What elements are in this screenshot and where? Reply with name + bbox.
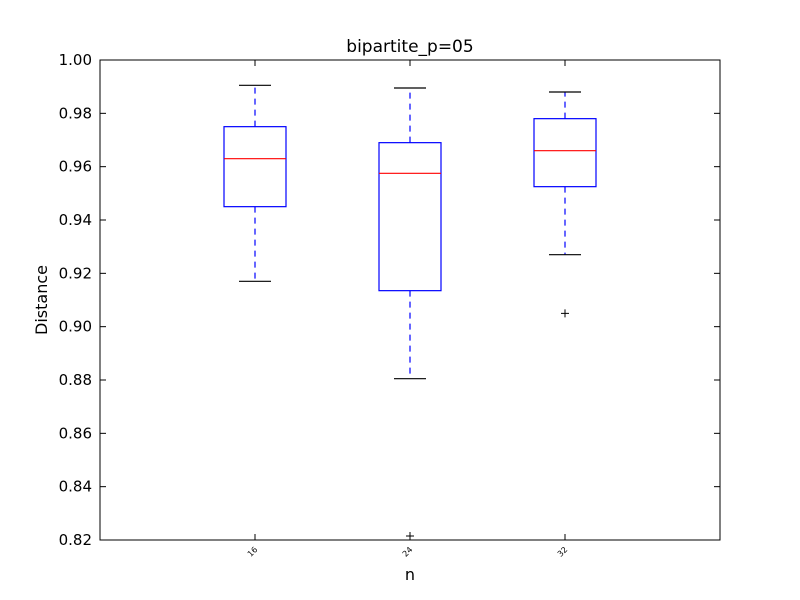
x-axis: 16 24 32	[246, 60, 570, 559]
y-tick-label: 0.84	[59, 478, 92, 496]
iqr-box	[223, 126, 287, 208]
x-tick-label: 32	[556, 545, 570, 559]
y-tick-label: 0.94	[59, 211, 92, 229]
chart-title: bipartite_p=05	[346, 37, 473, 57]
plot-area	[223, 84, 597, 540]
y-axis: 0.82 0.84 0.86 0.88 0.90 0.92 0.94 0.96 0.98 1.00	[59, 51, 720, 549]
x-tick-label: 24	[401, 545, 415, 559]
y-axis-label: Distance	[32, 265, 51, 335]
box-32	[533, 91, 597, 318]
y-tick-label: 0.86	[59, 424, 92, 442]
axes-frame	[99, 59, 721, 541]
y-tick-label: 0.96	[59, 158, 92, 176]
y-tick-label: 1.00	[59, 51, 92, 69]
iqr-box	[378, 142, 442, 292]
box-24	[378, 87, 442, 540]
x-tick-label: 16	[246, 545, 260, 559]
y-tick-label: 0.88	[59, 371, 92, 389]
y-tick-label: 0.92	[59, 264, 92, 282]
y-tick-label: 0.98	[59, 104, 92, 122]
y-tick-label: 0.90	[59, 318, 92, 336]
outlier-point	[561, 309, 569, 318]
y-tick-label: 0.82	[59, 531, 92, 549]
x-axis-label: n	[405, 565, 415, 584]
box-16	[223, 84, 287, 282]
iqr-box	[533, 118, 597, 188]
